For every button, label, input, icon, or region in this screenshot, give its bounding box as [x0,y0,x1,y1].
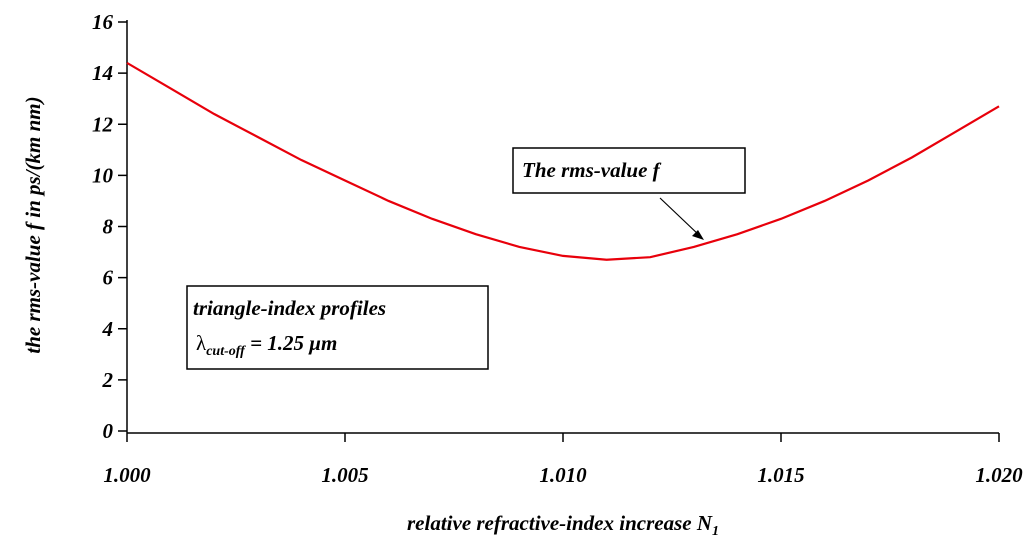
y-tick-label: 16 [92,10,114,34]
annotation: triangle-index profiles [193,296,386,320]
y-tick-label: 0 [103,419,114,443]
y-tick-label: 6 [103,266,114,290]
y-tick-label: 4 [102,317,114,341]
arrow-head [692,230,704,240]
y-tick-label: 8 [103,215,114,239]
annotation: λcut-off = 1.25 μm [196,331,337,359]
x-tick-label: 1.005 [321,463,368,487]
y-tick-label: 14 [92,61,113,85]
y-tick-label: 12 [92,112,114,136]
annotation: The rms-value f [522,158,662,182]
x-tick-label: 1.000 [103,463,151,487]
x-axis-label: relative refractive-index increase N1 [407,511,719,539]
x-tick-label: 1.015 [757,463,804,487]
y-axis-label: the rms-value f in ps/(km nm) [21,96,45,353]
annotation-box [186,285,489,370]
y-tick-label: 10 [92,163,114,187]
x-tick-label: 1.010 [539,463,587,487]
y-tick-label: 2 [102,368,114,392]
arrow [659,197,701,237]
annotation-box [512,147,746,194]
curve [126,61,1000,261]
x-tick-label: 1.020 [975,463,1023,487]
